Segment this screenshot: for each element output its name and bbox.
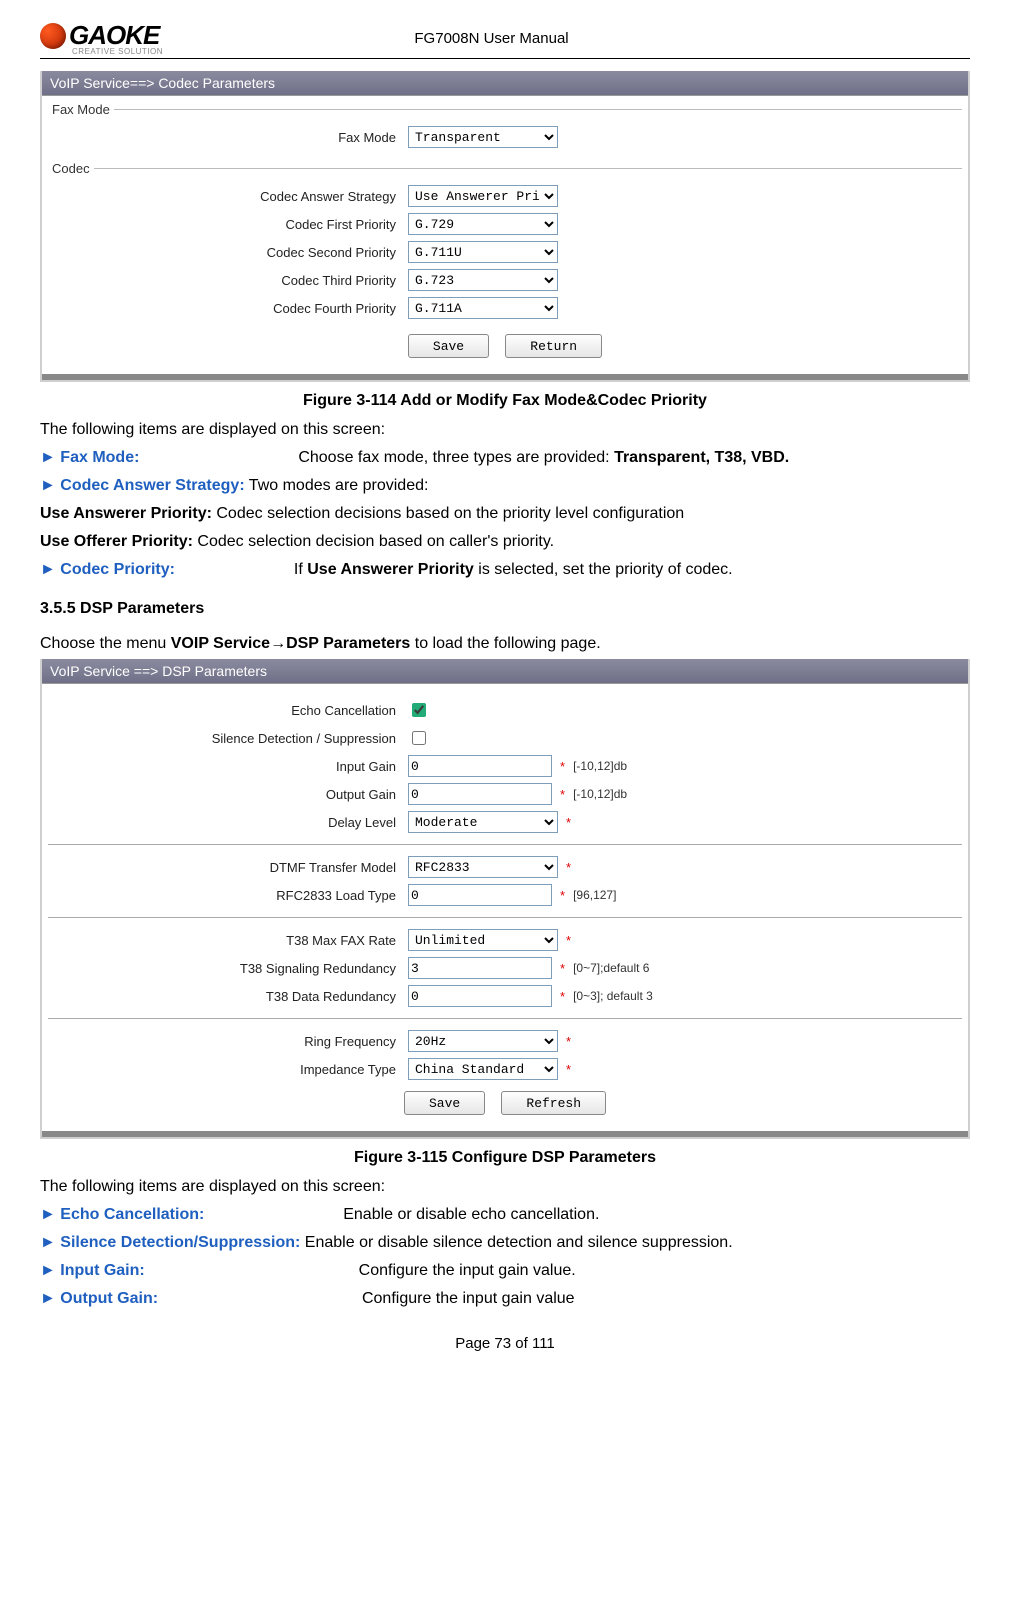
echo-label: Echo Cancellation: [48, 703, 408, 718]
impedance-label: Impedance Type: [48, 1062, 408, 1077]
dsp-intro: Choose the menu VOIP Service→DSP Paramet…: [40, 632, 970, 655]
dsp-params-panel: VoIP Service ==> DSP Parameters Echo Can…: [40, 659, 970, 1139]
echo-checkbox[interactable]: [412, 703, 426, 717]
desc1-uap: Use Answerer Priority: Codec selection d…: [40, 502, 970, 526]
codec-second-label: Codec Second Priority: [48, 245, 408, 260]
codec-legend: Codec: [48, 161, 94, 176]
t38-sig-field[interactable]: [408, 957, 552, 979]
figure-caption-115: Figure 3-115 Configure DSP Parameters: [40, 1149, 970, 1167]
document-title: FG7008N User Manual: [414, 30, 568, 47]
fax-mode-legend: Fax Mode: [48, 102, 114, 117]
dtmf-select[interactable]: RFC2833: [408, 856, 558, 878]
input-gain-label: Input Gain: [48, 759, 408, 774]
ring-freq-label: Ring Frequency: [48, 1034, 408, 1049]
input-gain-hint: [-10,12]db: [573, 759, 627, 773]
output-gain-field[interactable]: [408, 783, 552, 805]
sds-label: Silence Detection / Suppression: [48, 731, 408, 746]
figure-caption-114: Figure 3-114 Add or Modify Fax Mode&Code…: [40, 392, 970, 410]
fax-mode-fieldset: Fax Mode Fax Mode Transparent: [48, 102, 962, 155]
desc2-sds: ► Silence Detection/Suppression: Enable …: [40, 1231, 970, 1255]
desc1-intro: The following items are displayed on thi…: [40, 418, 970, 442]
rfc-field[interactable]: [408, 884, 552, 906]
output-gain-hint: [-10,12]db: [573, 787, 627, 801]
desc1-cas: ► Codec Answer Strategy: Two modes are p…: [40, 474, 970, 498]
fax-mode-label: Fax Mode: [48, 130, 408, 145]
dsp-refresh-button[interactable]: Refresh: [501, 1091, 606, 1115]
dsp-save-button[interactable]: Save: [404, 1091, 485, 1115]
output-gain-label: Output Gain: [48, 787, 408, 802]
codec-answer-label: Codec Answer Strategy: [48, 189, 408, 204]
desc2-og: ► Output Gain: Configure the input gain …: [40, 1287, 970, 1311]
codec-params-panel: VoIP Service==> Codec Parameters Fax Mod…: [40, 71, 970, 382]
input-gain-field[interactable]: [408, 755, 552, 777]
t38-rate-label: T38 Max FAX Rate: [48, 933, 408, 948]
section-heading-355: 3.5.5 DSP Parameters: [40, 600, 970, 618]
dtmf-label: DTMF Transfer Model: [48, 860, 408, 875]
desc2-intro: The following items are displayed on thi…: [40, 1175, 970, 1199]
desc2-ec: ► Echo Cancellation: Enable or disable e…: [40, 1203, 970, 1227]
t38-rate-select[interactable]: Unlimited: [408, 929, 558, 951]
rfc-label: RFC2833 Load Type: [48, 888, 408, 903]
page-header: GAOKE CREATIVE SOLUTION FG7008N User Man…: [40, 20, 970, 59]
delay-level-label: Delay Level: [48, 815, 408, 830]
delay-level-select[interactable]: Moderate: [408, 811, 558, 833]
codec-first-label: Codec First Priority: [48, 217, 408, 232]
panel-title-dsp: VoIP Service ==> DSP Parameters: [42, 659, 968, 684]
codec-fieldset: Codec Codec Answer Strategy Use Answerer…: [48, 161, 962, 326]
t38-data-label: T38 Data Redundancy: [48, 989, 408, 1004]
codec-second-select[interactable]: G.711U: [408, 241, 558, 263]
desc1-uop: Use Offerer Priority: Codec selection de…: [40, 530, 970, 554]
panel-title-codec: VoIP Service==> Codec Parameters: [42, 71, 968, 96]
page-footer: Page 73 of 111: [40, 1335, 970, 1352]
t38-sig-hint: [0~7];default 6: [573, 961, 649, 975]
logo-subtitle: CREATIVE SOLUTION: [72, 47, 163, 56]
codec-fourth-select[interactable]: G.711A: [408, 297, 558, 319]
rfc-hint: [96,127]: [573, 888, 616, 902]
codec-answer-select[interactable]: Use Answerer Priorit: [408, 185, 558, 207]
desc2-ig: ► Input Gain: Configure the input gain v…: [40, 1259, 970, 1283]
t38-data-hint: [0~3]; default 3: [573, 989, 653, 1003]
codec-third-label: Codec Third Priority: [48, 273, 408, 288]
fax-mode-select[interactable]: Transparent: [408, 126, 558, 148]
brand-logo: GAOKE CREATIVE SOLUTION: [40, 20, 163, 56]
codec-first-select[interactable]: G.729: [408, 213, 558, 235]
desc1-faxmode: ► Fax Mode: Choose fax mode, three types…: [40, 446, 970, 470]
ring-freq-select[interactable]: 20Hz: [408, 1030, 558, 1052]
impedance-select[interactable]: China Standard: [408, 1058, 558, 1080]
return-button[interactable]: Return: [505, 334, 602, 358]
t38-data-field[interactable]: [408, 985, 552, 1007]
codec-third-select[interactable]: G.723: [408, 269, 558, 291]
desc1-cp: ► Codec Priority: If Use Answerer Priori…: [40, 558, 970, 582]
sds-checkbox[interactable]: [412, 731, 426, 745]
save-button[interactable]: Save: [408, 334, 489, 358]
t38-sig-label: T38 Signaling Redundancy: [48, 961, 408, 976]
codec-fourth-label: Codec Fourth Priority: [48, 301, 408, 316]
